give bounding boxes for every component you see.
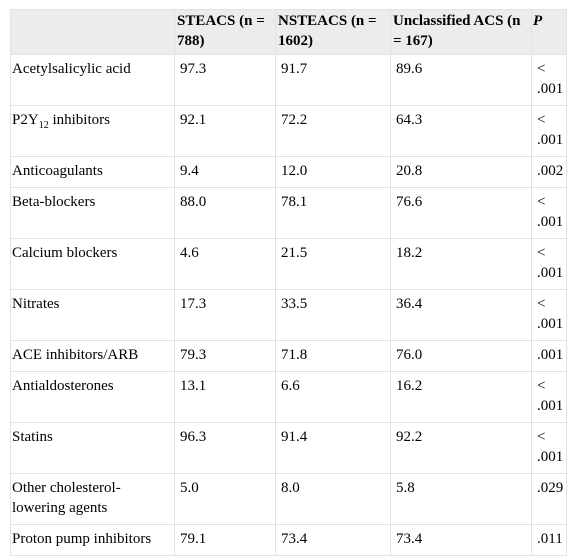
drug-cell: Acetylsalicylic acid xyxy=(10,54,175,106)
steacs-cell: 79.1 xyxy=(174,524,276,556)
nsteacs-cell: 91.4 xyxy=(275,422,391,474)
unclassified-cell: 18.2 xyxy=(390,238,532,290)
drug-cell: Anticoagulants xyxy=(10,156,175,188)
unclassified-cell: 73.4 xyxy=(390,524,532,556)
header-p: P xyxy=(531,9,567,55)
nsteacs-cell: 21.5 xyxy=(275,238,391,290)
table-row: Nitrates 17.3 33.5 36.4 < .001 xyxy=(10,289,567,341)
unclassified-cell: 76.0 xyxy=(390,340,532,372)
table-row: Anticoagulants 9.4 12.0 20.8 .002 xyxy=(10,156,567,188)
steacs-cell: 17.3 xyxy=(174,289,276,341)
p-cell: < .001 xyxy=(531,54,567,106)
table-row: Calcium blockers 4.6 21.5 18.2 < .001 xyxy=(10,238,567,290)
unclassified-cell: 36.4 xyxy=(390,289,532,341)
header-steacs: STEACS (n = 788) xyxy=(174,9,276,55)
nsteacs-cell: 72.2 xyxy=(275,105,391,157)
table-row: P2Y12 inhibitors 92.1 72.2 64.3 < .001 xyxy=(10,105,567,157)
drug-cell: Other cholesterol-lowering agents xyxy=(10,473,175,525)
unclassified-cell: 16.2 xyxy=(390,371,532,423)
steacs-cell: 92.1 xyxy=(174,105,276,157)
nsteacs-cell: 12.0 xyxy=(275,156,391,188)
drug-subscript: 12 xyxy=(38,120,49,131)
steacs-cell: 9.4 xyxy=(174,156,276,188)
drug-cell: Nitrates xyxy=(10,289,175,341)
unclassified-cell: 64.3 xyxy=(390,105,532,157)
p-cell: < .001 xyxy=(531,422,567,474)
steacs-cell: 79.3 xyxy=(174,340,276,372)
header-drug xyxy=(10,9,175,55)
unclassified-cell: 5.8 xyxy=(390,473,532,525)
steacs-cell: 13.1 xyxy=(174,371,276,423)
p-cell: .029 xyxy=(531,473,567,525)
table-container: STEACS (n = 788) NSTEACS (n = 1602) Uncl… xyxy=(10,9,567,556)
table-row: Other cholesterol-lowering agents 5.0 8.… xyxy=(10,473,567,525)
medication-table: STEACS (n = 788) NSTEACS (n = 1602) Uncl… xyxy=(10,9,567,556)
table-row: Beta-blockers 88.0 78.1 76.6 < .001 xyxy=(10,187,567,239)
table-row: ACE inhibitors/ARB 79.3 71.8 76.0 .001 xyxy=(10,340,567,372)
table-row: Proton pump inhibitors 79.1 73.4 73.4 .0… xyxy=(10,524,567,556)
nsteacs-cell: 91.7 xyxy=(275,54,391,106)
steacs-cell: 5.0 xyxy=(174,473,276,525)
nsteacs-cell: 8.0 xyxy=(275,473,391,525)
drug-cell: Antialdosterones xyxy=(10,371,175,423)
drug-cell: Calcium blockers xyxy=(10,238,175,290)
p-cell: < .001 xyxy=(531,289,567,341)
p-cell: < .001 xyxy=(531,238,567,290)
steacs-cell: 88.0 xyxy=(174,187,276,239)
p-cell: .002 xyxy=(531,156,567,188)
unclassified-cell: 92.2 xyxy=(390,422,532,474)
table-row: Antialdosterones 13.1 6.6 16.2 < .001 xyxy=(10,371,567,423)
p-cell: < .001 xyxy=(531,105,567,157)
nsteacs-cell: 73.4 xyxy=(275,524,391,556)
table-row: Statins 96.3 91.4 92.2 < .001 xyxy=(10,422,567,474)
header-row: STEACS (n = 788) NSTEACS (n = 1602) Uncl… xyxy=(10,9,567,55)
drug-cell: Beta-blockers xyxy=(10,187,175,239)
drug-cell: P2Y12 inhibitors xyxy=(10,105,175,157)
drug-suffix: inhibitors xyxy=(48,112,110,128)
nsteacs-cell: 6.6 xyxy=(275,371,391,423)
p-cell: < .001 xyxy=(531,187,567,239)
unclassified-cell: 89.6 xyxy=(390,54,532,106)
p-cell: .011 xyxy=(531,524,567,556)
unclassified-cell: 20.8 xyxy=(390,156,532,188)
steacs-cell: 96.3 xyxy=(174,422,276,474)
p-cell: < .001 xyxy=(531,371,567,423)
table-row: Acetylsalicylic acid 97.3 91.7 89.6 < .0… xyxy=(10,54,567,106)
header-unclassified: Unclassified ACS (n = 167) xyxy=(390,9,532,55)
unclassified-cell: 76.6 xyxy=(390,187,532,239)
nsteacs-cell: 78.1 xyxy=(275,187,391,239)
drug-cell: Statins xyxy=(10,422,175,474)
header-nsteacs: NSTEACS (n = 1602) xyxy=(275,9,391,55)
nsteacs-cell: 71.8 xyxy=(275,340,391,372)
drug-prefix: P2Y xyxy=(12,112,39,128)
nsteacs-cell: 33.5 xyxy=(275,289,391,341)
steacs-cell: 97.3 xyxy=(174,54,276,106)
drug-cell: ACE inhibitors/ARB xyxy=(10,340,175,372)
steacs-cell: 4.6 xyxy=(174,238,276,290)
p-cell: .001 xyxy=(531,340,567,372)
drug-cell: Proton pump inhibitors xyxy=(10,524,175,556)
